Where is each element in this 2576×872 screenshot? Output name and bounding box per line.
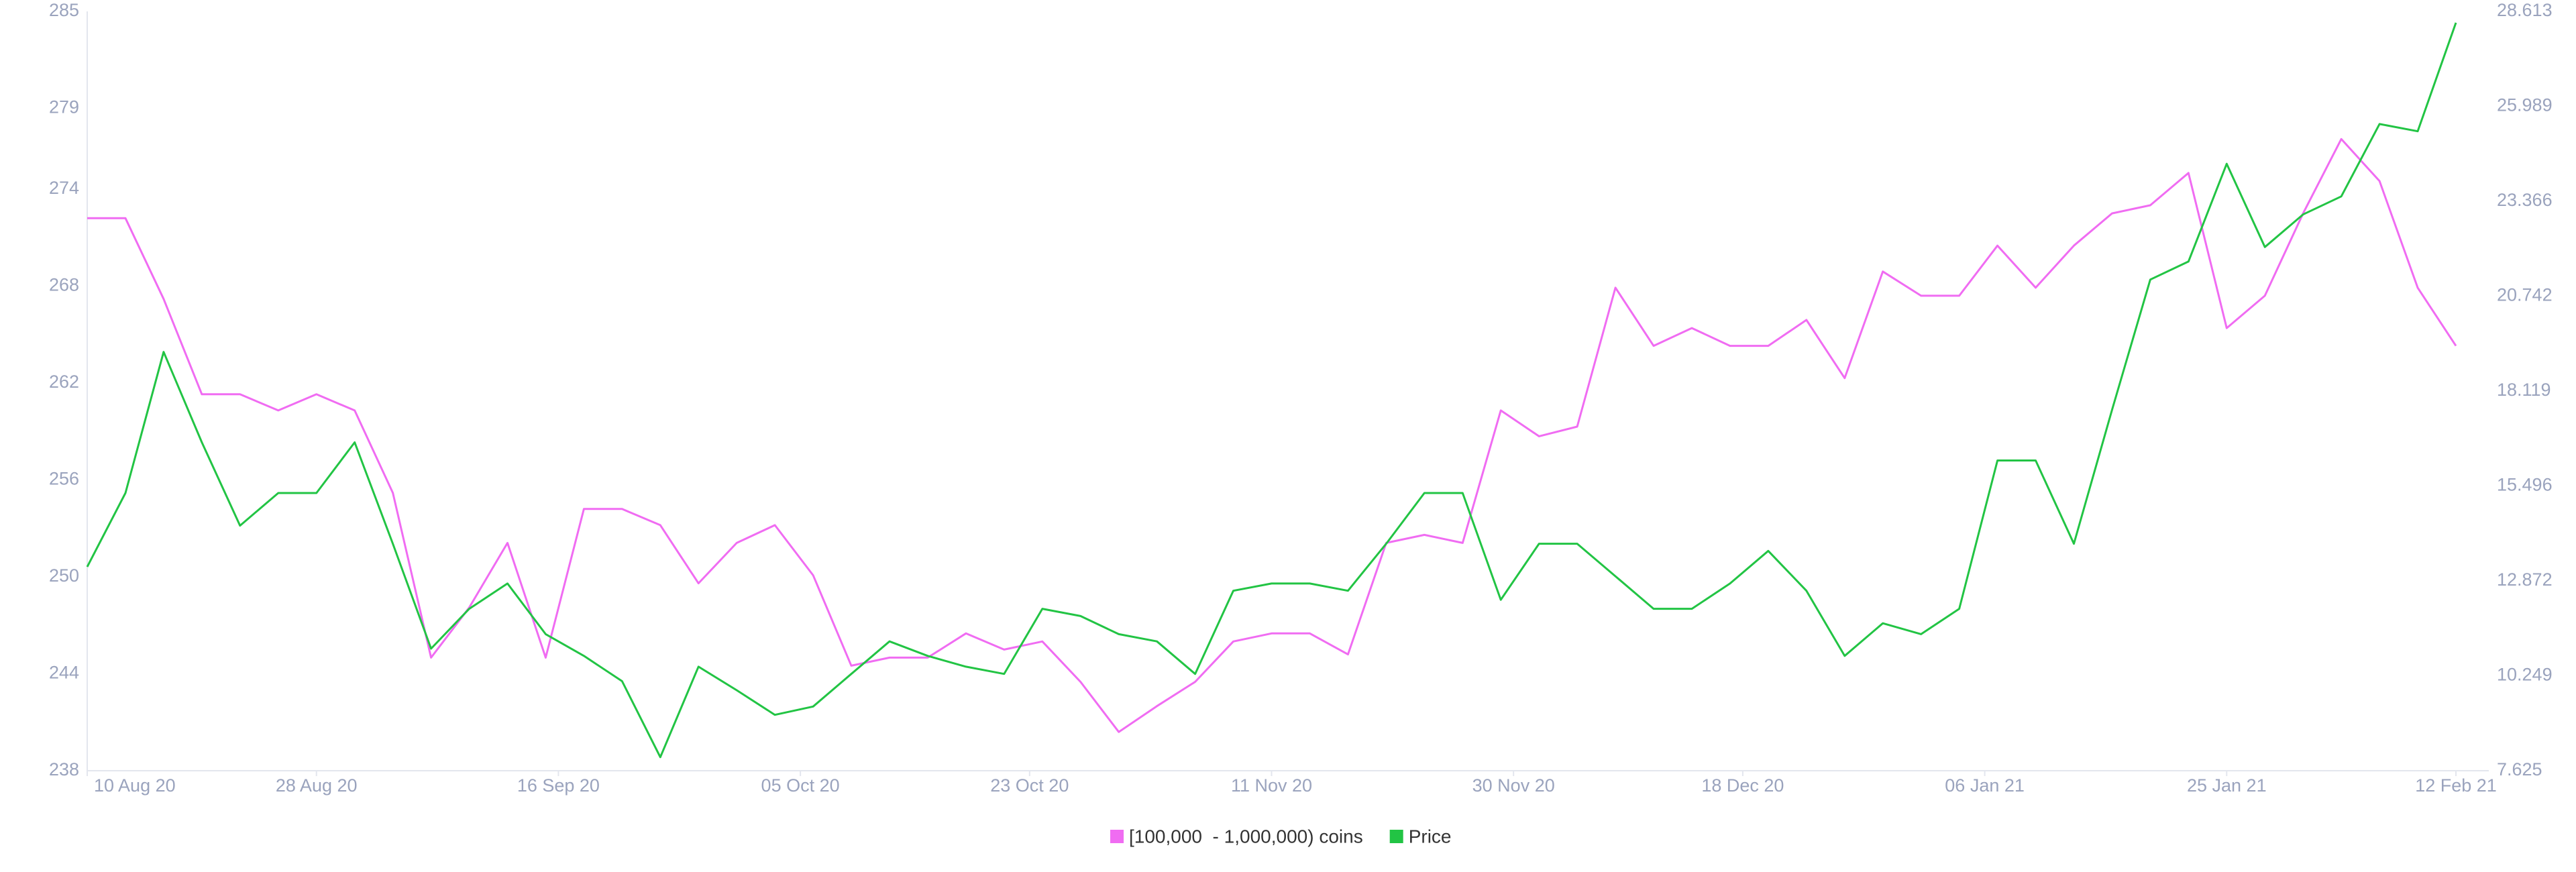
y2-tick-label: 20.742 — [2497, 285, 2553, 305]
y-tick-label: 256 — [49, 469, 79, 489]
y-tick-label: 244 — [49, 663, 79, 683]
x-tick-label: 23 Oct 20 — [990, 775, 1069, 796]
x-tick-label: 18 Dec 20 — [1701, 775, 1784, 796]
y-tick-label: 285 — [49, 0, 79, 20]
y2-tick-label: 10.249 — [2497, 665, 2553, 685]
legend-label: Price — [1409, 826, 1452, 847]
x-tick-label: 11 Nov 20 — [1231, 775, 1312, 796]
y2-tick-label: 12.872 — [2497, 569, 2553, 590]
y-tick-label: 274 — [49, 178, 79, 198]
x-tick-label: 25 Jan 21 — [2187, 775, 2267, 796]
y-tick-label: 250 — [49, 565, 79, 586]
y2-tick-label: 28.613 — [2497, 0, 2553, 20]
y-tick-label: 279 — [49, 97, 79, 117]
y2-tick-label: 18.119 — [2497, 380, 2551, 400]
y2-tick-label: 23.366 — [2497, 190, 2553, 210]
x-tick-label: 10 Aug 20 — [94, 775, 176, 796]
x-tick-label: 12 Feb 21 — [2415, 775, 2497, 796]
y-tick-label: 268 — [49, 275, 79, 295]
x-tick-label: 05 Oct 20 — [761, 775, 840, 796]
x-tick-label: 06 Jan 21 — [1945, 775, 2025, 796]
y-tick-label: 238 — [49, 759, 79, 779]
y-tick-label: 262 — [49, 372, 79, 392]
x-tick-label: 28 Aug 20 — [276, 775, 358, 796]
y2-tick-label: 15.496 — [2497, 475, 2553, 495]
legend: [100,000 - 1,000,000) coins Price — [1110, 826, 1451, 847]
y2-tick-label: 25.989 — [2497, 95, 2553, 115]
series-line — [87, 138, 2457, 733]
x-tick-label: 30 Nov 20 — [1472, 775, 1555, 796]
legend-label: [100,000 - 1,000,000) coins — [1129, 826, 1363, 847]
legend-swatch — [1389, 830, 1403, 843]
y2-tick-label: 7.625 — [2497, 759, 2542, 779]
legend-swatch — [1110, 830, 1124, 843]
x-tick-label: 16 Sep 20 — [517, 775, 600, 796]
series-line — [86, 22, 2457, 759]
